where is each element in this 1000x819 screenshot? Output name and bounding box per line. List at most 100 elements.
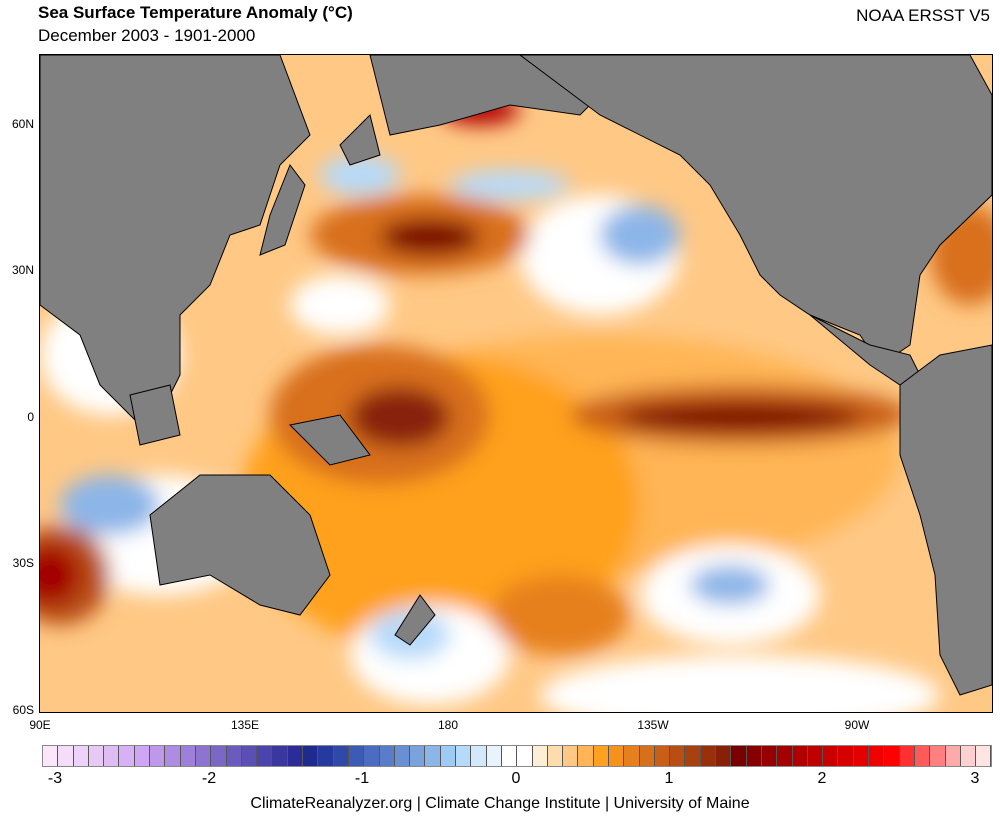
colorbar-swatch [654,746,671,766]
colorbar-tick: 1 [664,770,674,787]
australia [149,474,331,616]
colorbar-swatch [486,746,502,766]
colorbar-swatch [777,746,793,766]
colorbar-swatch [746,746,762,766]
colorbar-swatch [624,746,640,766]
colorbar-swatch [318,746,334,766]
colorbar-swatch [501,746,518,766]
colorbar-swatch [165,746,181,766]
lon-label: 135W [637,718,669,732]
colorbar-swatch [716,746,732,766]
colorbar-swatch [104,746,120,766]
colorbar-swatch [364,746,380,766]
colorbar-swatch [119,746,135,766]
colorbar-swatch [608,746,625,766]
colorbar-swatch [823,746,839,766]
colorbar-swatch [853,746,870,766]
cool-anomaly [60,475,160,535]
colorbar-swatch [43,746,59,766]
colorbar-swatch [348,746,365,766]
new-zealand [394,594,436,646]
colorbar-swatch [456,746,472,766]
colorbar-swatch [960,746,977,766]
colorbar-swatch [180,746,196,766]
colorbar-tick: -1 [354,770,370,787]
cool-anomaly [690,565,770,605]
lat-label: 30S [12,556,34,570]
new-guinea [288,414,371,466]
colorbar-swatch [303,746,319,766]
colorbar-swatch [394,746,411,766]
borneo [129,384,181,446]
colorbar-swatch [700,746,717,766]
colorbar-tick: -2 [201,770,217,787]
colorbar-swatch [899,746,915,766]
north-america [519,55,992,366]
lat-label: 30N [11,263,34,277]
colorbar-swatch [685,746,701,766]
colorbar-swatch [884,746,900,766]
colorbar-swatch [517,746,533,766]
colorbar-swatch [945,746,961,766]
colorbar-tick: -3 [47,770,63,787]
lon-label: 135E [230,718,260,732]
warm-core [380,219,480,255]
lat-label: 60N [11,117,34,131]
asia-landmass [40,55,311,436]
colorbar-swatch [578,746,594,766]
colorbar-swatch [869,746,885,766]
cool-anomaly [600,205,680,265]
colorbar-swatch [532,746,548,766]
dataset-label: NOAA ERSST V5 [856,6,990,25]
warm-core [40,545,80,605]
colorbar-swatch [563,746,579,766]
colorbar-swatch [807,746,824,766]
chart-title: Sea Surface Temperature Anomaly (°C) [38,3,353,22]
colorbar-swatch [976,746,992,766]
colorbar-swatch [471,746,487,766]
colorbar-swatch [195,746,212,766]
colorbar-swatch [287,746,304,766]
colorbar-swatch [761,746,778,766]
cool-region [540,655,940,712]
cool-region [290,275,390,335]
colorbar-swatch [838,746,854,766]
colorbar-swatch [731,746,747,766]
colorbar-swatch [333,746,349,766]
cool-anomaly [450,170,570,200]
cool-anomaly [320,155,400,195]
colorbar-swatch [73,746,89,766]
colorbar-swatch [639,746,655,766]
kamchatka [339,114,381,166]
colorbar-swatch [593,746,609,766]
colorbar-swatch [379,746,395,766]
footer-credit: ClimateReanalyzer.org | Climate Change I… [250,795,750,812]
sst-anomaly-map [39,54,993,713]
lat-label: 0 [27,410,34,424]
japan [259,163,306,256]
colorbar-swatch [440,746,457,766]
colorbar-tick: 3 [970,770,980,787]
colorbar-swatch [930,746,946,766]
warm-core [620,403,860,431]
colorbar-swatch [914,746,931,766]
south-america [899,344,992,696]
lon-label: 180 [437,718,459,732]
colorbar-swatch [58,746,74,766]
colorbar-swatch [88,746,105,766]
colorbar-swatch [547,746,564,766]
warm-core [350,387,450,447]
colorbar-swatch [410,746,426,766]
colorbar-swatch [150,746,166,766]
lon-label: 90E [29,718,51,732]
colorbar-swatch [272,746,288,766]
colorbar-swatch [792,746,808,766]
lat-label: 60S [12,703,34,717]
colorbar-swatch [670,746,686,766]
colorbar-swatch [211,746,227,766]
warm-anomaly [490,575,630,655]
chart-subtitle: December 2003 - 1901-2000 [38,26,256,45]
colorbar-swatch [226,746,242,766]
lon-label: 90W [844,718,870,732]
colorbar-swatch [257,746,273,766]
